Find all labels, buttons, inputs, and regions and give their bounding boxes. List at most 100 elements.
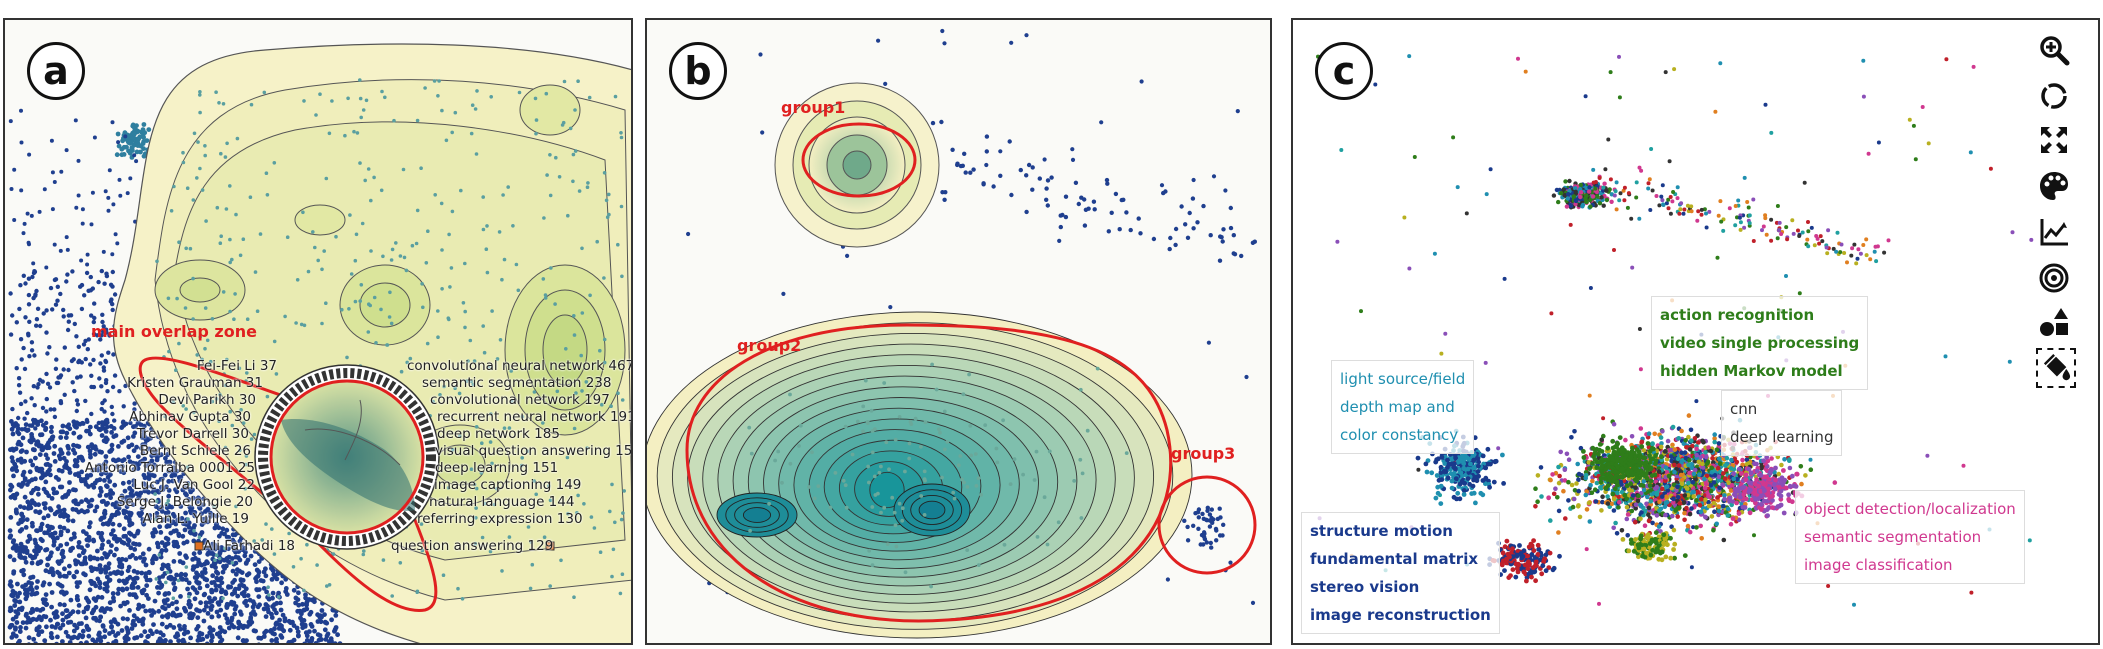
scatter-point xyxy=(134,444,140,450)
author-label[interactable]: Kristen Grauman 31 xyxy=(127,375,263,391)
scatter-point xyxy=(620,274,624,279)
author-label[interactable]: Antonio Torralba 0001 25 xyxy=(84,460,255,476)
scatter-point xyxy=(97,581,103,586)
scatter-point xyxy=(1211,174,1217,179)
scatter-point xyxy=(450,447,455,452)
scatter-point xyxy=(8,487,13,493)
scatter-point xyxy=(353,299,358,304)
scatter-point xyxy=(178,504,184,509)
scatter-point xyxy=(1707,209,1712,214)
scatter-point xyxy=(1063,194,1069,199)
scatter-point xyxy=(66,613,71,619)
group2-outline[interactable] xyxy=(685,323,1173,623)
scatter-point xyxy=(55,569,60,575)
scatter-point xyxy=(45,442,50,448)
keyword-label[interactable]: convolutional network 197 xyxy=(430,392,610,408)
panel-b[interactable]: b group1 group2 group3 xyxy=(645,18,1272,645)
keyword-label[interactable]: convolutional neural network 467 xyxy=(407,358,633,374)
scatter-point xyxy=(210,399,215,404)
scatter-point xyxy=(332,641,338,643)
keyword-label[interactable]: referring expression 130 xyxy=(417,511,583,527)
author-label[interactable]: Serge J. Belongie 20 xyxy=(116,494,253,510)
scatter-point xyxy=(1185,538,1191,543)
keyword-label[interactable]: image captioning 149 xyxy=(434,477,582,493)
author-label[interactable]: Ali Farhadi 18 xyxy=(203,538,295,554)
density-map-a[interactable] xyxy=(5,20,633,645)
scatter-point xyxy=(1913,157,1918,162)
scatter-point xyxy=(951,490,956,495)
scatter-point xyxy=(2010,230,2015,235)
scatter-point xyxy=(266,609,271,615)
scatter-point xyxy=(58,248,63,253)
scatter-point xyxy=(92,566,97,572)
scatter-point xyxy=(13,507,19,513)
scatter-point xyxy=(208,629,213,635)
author-label[interactable]: Trevor Darrell 30 xyxy=(136,426,249,442)
keyword-label[interactable]: question answering 129 xyxy=(391,538,554,554)
scatter-point xyxy=(174,599,179,605)
scatter-point xyxy=(188,602,194,608)
scatter-point xyxy=(159,582,165,588)
scatter-point xyxy=(222,531,227,537)
scatter-point xyxy=(93,424,99,430)
scatter-point xyxy=(490,309,494,313)
scatter-point xyxy=(1968,150,1973,155)
scatter-point xyxy=(1612,193,1617,198)
scatter-point xyxy=(71,430,77,436)
scatter-point xyxy=(408,356,413,361)
scatter-point xyxy=(1609,199,1614,204)
group3-outline[interactable] xyxy=(1157,475,1257,575)
scatter-point xyxy=(77,580,82,585)
scatter-point xyxy=(106,539,111,545)
author-label[interactable]: Alan L. Yuille 19 xyxy=(142,511,250,527)
topic-scatter-plot[interactable] xyxy=(1293,20,2100,645)
author-label[interactable]: Abhinav Gupta 30 xyxy=(129,409,251,425)
keyword-label[interactable]: deep learning 151 xyxy=(435,460,559,476)
scatter-point xyxy=(109,447,115,452)
keyword-label[interactable]: natural language 144 xyxy=(429,494,575,510)
keyword-label[interactable]: semantic segmentation 238 xyxy=(422,375,612,391)
scatter-point xyxy=(274,600,280,606)
scatter-point xyxy=(1551,193,1557,198)
author-label[interactable]: Fei-Fei Li 37 xyxy=(196,358,277,374)
scatter-point xyxy=(1018,167,1023,173)
author-label[interactable]: Bernt Schiele 26 xyxy=(139,443,251,459)
density-map-b[interactable] xyxy=(647,20,1272,645)
scatter-point xyxy=(1045,203,1050,208)
scatter-point xyxy=(122,580,128,586)
scatter-point xyxy=(198,110,202,115)
scatter-point xyxy=(228,184,232,188)
scatter-point xyxy=(433,193,438,197)
scatter-point xyxy=(595,239,599,244)
panel-c[interactable]: c action recognition video single proces… xyxy=(1291,18,2100,645)
scatter-point xyxy=(1464,211,1469,216)
focus-lens[interactable] xyxy=(254,364,440,550)
scatter-point xyxy=(250,599,256,605)
scatter-point xyxy=(9,592,15,598)
scatter-point xyxy=(420,548,425,553)
scatter-point xyxy=(153,556,159,562)
scatter-point xyxy=(1925,453,1930,458)
scatter-point xyxy=(186,580,192,586)
scatter-point xyxy=(1339,148,1344,152)
group2-density[interactable] xyxy=(647,311,1193,639)
scatter-point xyxy=(94,504,100,510)
scatter-point xyxy=(1612,248,1616,252)
scatter-point xyxy=(1078,457,1083,462)
author-label[interactable]: Luc J. Van Gool 22 xyxy=(133,477,255,493)
panel-a[interactable]: a main overlap zone Fei-Fei Li 37 Kriste… xyxy=(3,18,633,645)
scatter-point xyxy=(9,187,14,191)
scatter-point xyxy=(215,571,221,576)
group1-density[interactable] xyxy=(774,82,940,248)
scatter-point xyxy=(361,552,366,557)
scatter-point xyxy=(1826,584,1831,588)
scatter-point xyxy=(68,597,74,603)
author-label[interactable]: Devi Parikh 30 xyxy=(158,392,256,408)
scatter-point xyxy=(174,606,180,612)
keyword-label[interactable]: visual question answering 157 xyxy=(435,443,633,459)
keyword-label[interactable]: recurrent neural network 191 xyxy=(437,409,633,425)
keyword-label[interactable]: deep network 185 xyxy=(437,426,560,442)
scatter-point xyxy=(1002,542,1007,547)
group3-points[interactable] xyxy=(1182,505,1226,550)
scatter-point xyxy=(118,603,123,609)
